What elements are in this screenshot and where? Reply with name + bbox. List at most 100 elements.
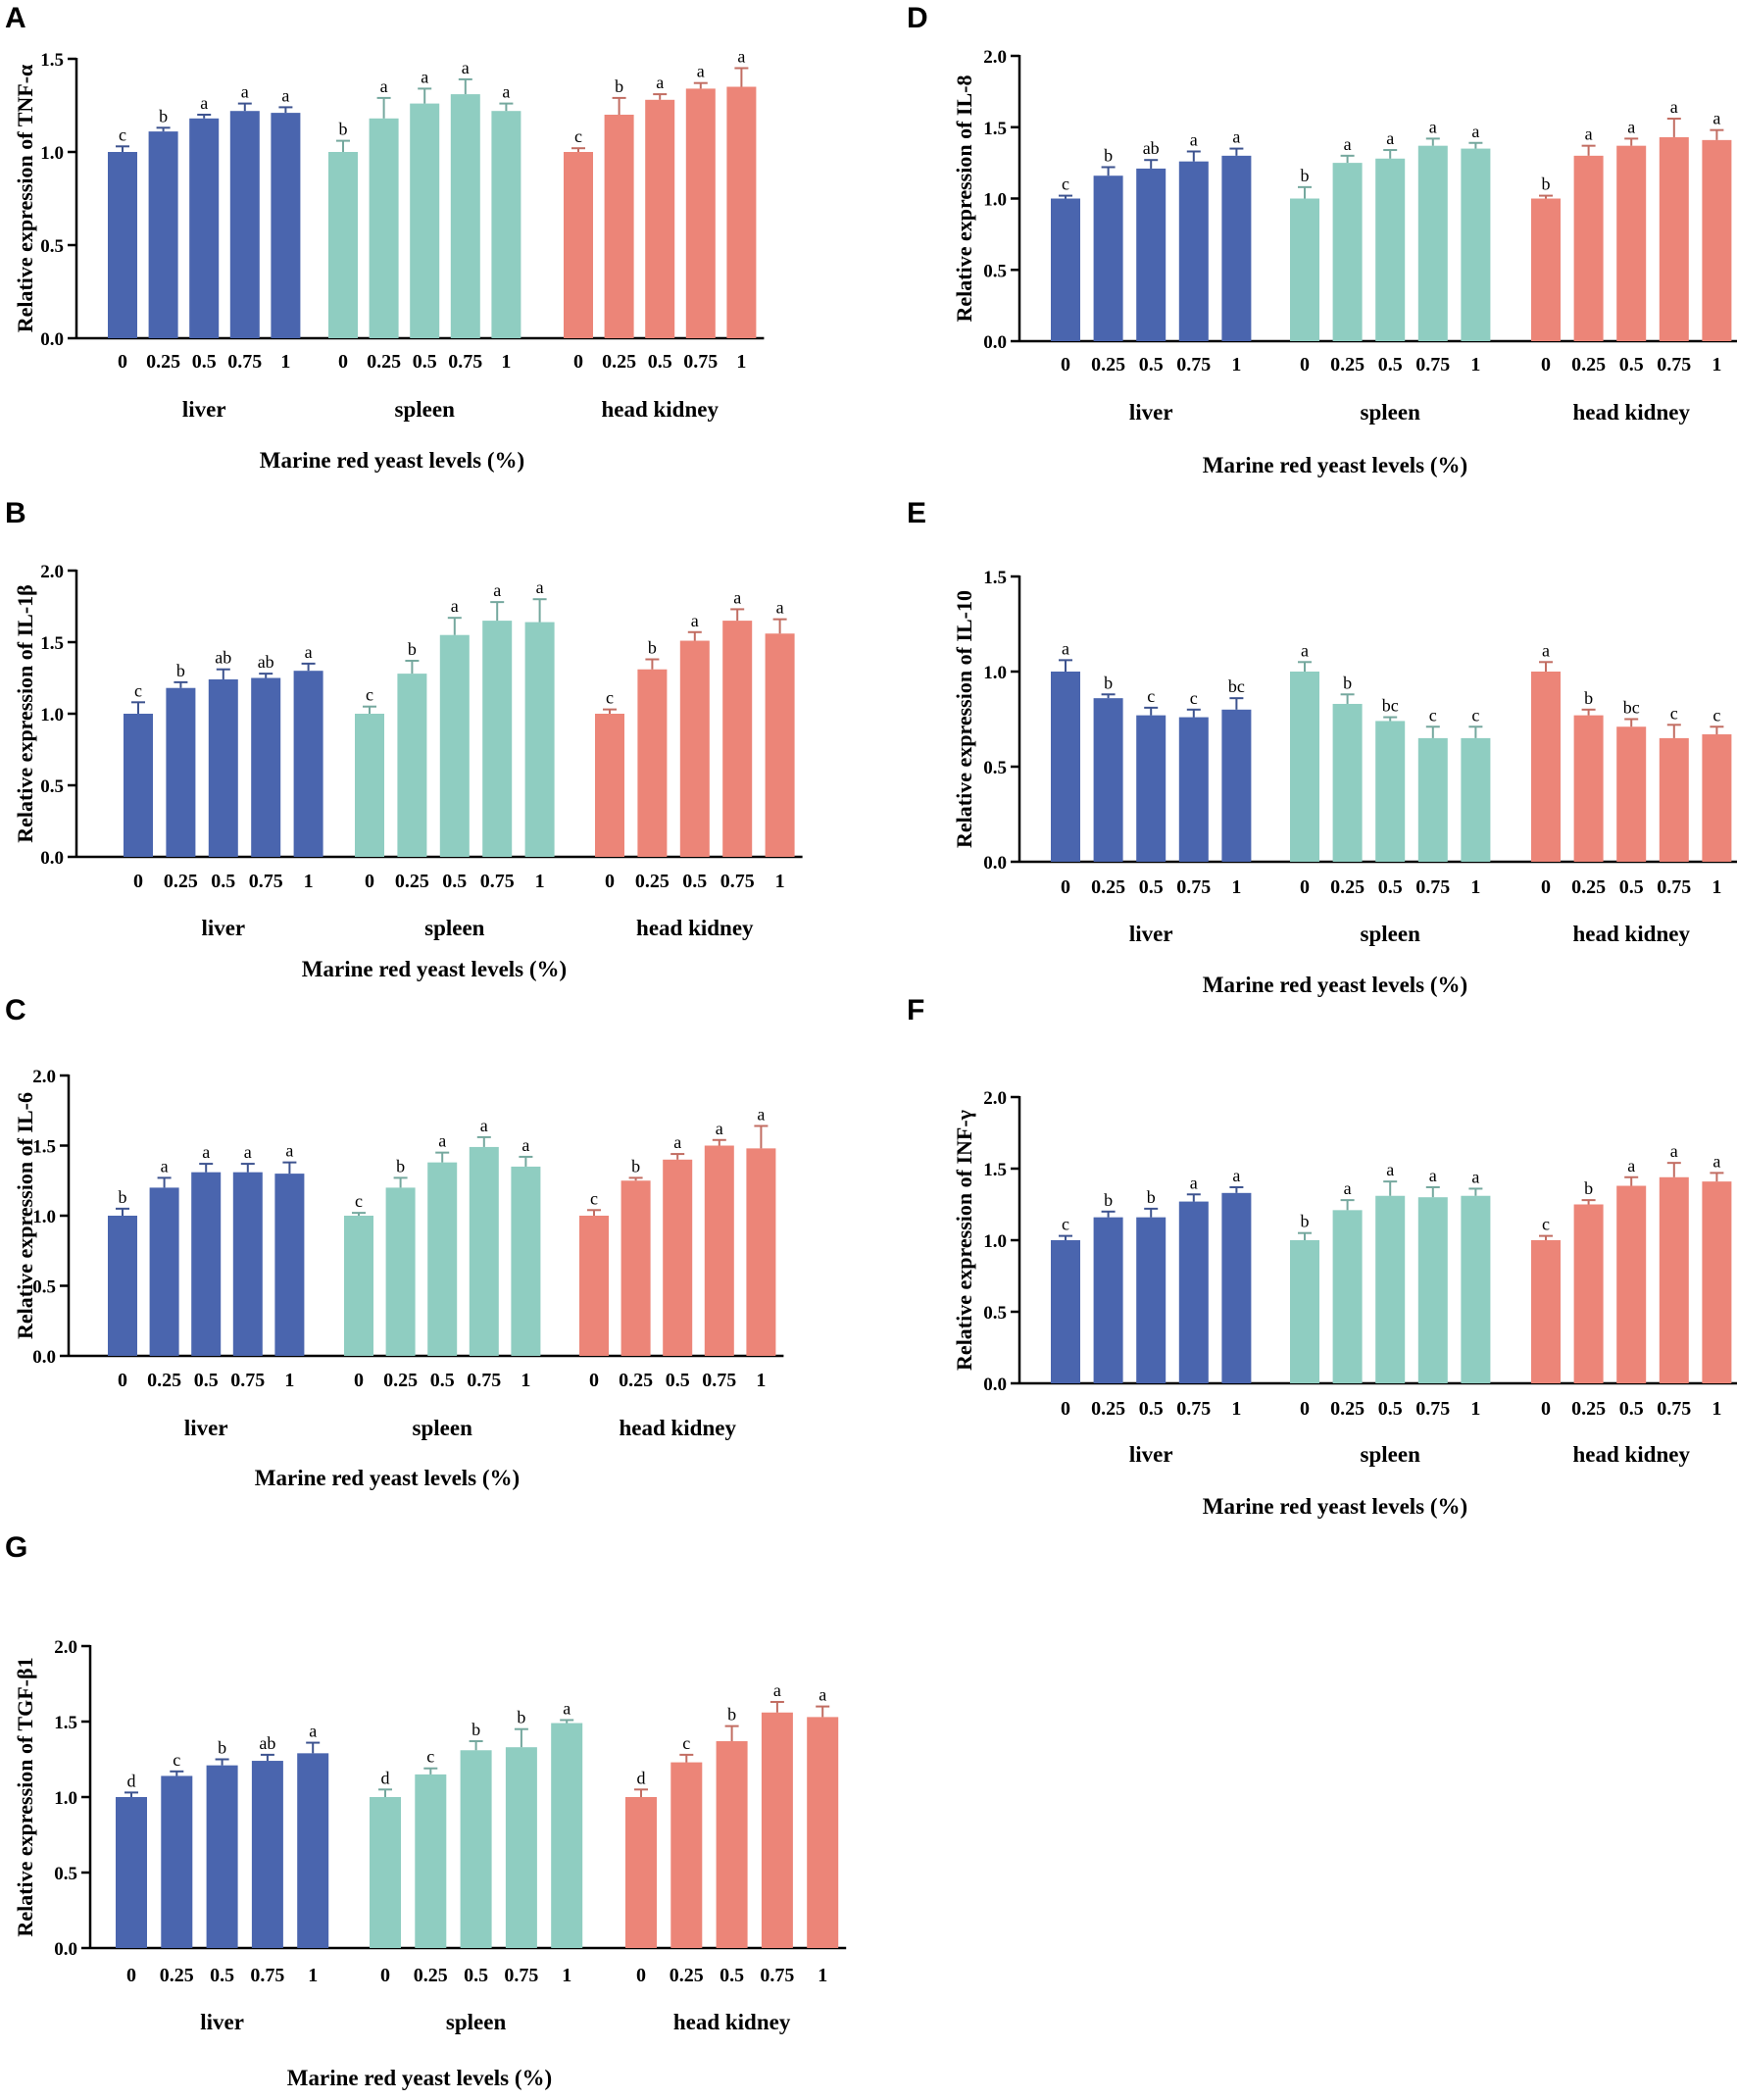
significance-letter: b (176, 661, 185, 680)
significance-letter: a (1344, 1178, 1352, 1198)
bar (1616, 145, 1647, 341)
y-tick-label: 1.5 (983, 119, 1007, 139)
significance-letter: a (309, 1722, 317, 1741)
bar (670, 1762, 703, 1948)
bar (427, 1162, 458, 1356)
y-tick-label: 0.5 (983, 261, 1007, 281)
panel-letter: E (907, 497, 926, 529)
x-tick-label: 0.25 (1571, 876, 1606, 898)
bar (1417, 737, 1448, 862)
series-liver: a 0 b 0.25 c 0.5 c 0.75 bc 1 liver (1051, 638, 1252, 946)
x-tick-label: 0.25 (147, 1370, 181, 1391)
x-axis-title: Marine red yeast levels (%) (1203, 1494, 1467, 1519)
significance-letter: b (396, 1156, 405, 1175)
bar (685, 88, 716, 339)
bar (251, 677, 281, 857)
significance-letter: b (119, 1187, 127, 1207)
panel-E: E 0.0 0.5 1.0 1.5 Relative expression of IL-1… (907, 497, 1737, 997)
series-spleen: c 0 b 0.25 a 0.5 a 0.75 a 1 spleen (355, 577, 555, 940)
bar (564, 152, 593, 338)
y-tick-label: 0.0 (54, 1939, 77, 1960)
bar (1221, 709, 1252, 862)
series-liver: c 0 b 0.25 a 0.5 a 0.75 a 1 liver (108, 82, 301, 422)
x-tick-label: 0.25 (1330, 354, 1365, 375)
bar (1332, 1210, 1363, 1383)
x-tick-label: 0.75 (720, 871, 755, 892)
bar (1093, 698, 1123, 862)
x-tick-label: 0.5 (1378, 1398, 1403, 1420)
series-head-kidney: a 0 b 0.25 bc 0.5 c 0.75 c 1 head kidney (1531, 640, 1732, 946)
significance-letter: b (471, 1720, 480, 1739)
x-tick-label: 0.25 (1091, 1398, 1125, 1420)
significance-letter: a (1670, 1141, 1678, 1161)
significance-letter: a (1429, 1166, 1437, 1185)
significance-letter: a (202, 1142, 210, 1162)
x-axis-title: Marine red yeast levels (%) (287, 2066, 552, 2090)
bar (297, 1753, 329, 1948)
x-tick-label: 1 (280, 351, 290, 373)
x-tick-label: 0.25 (1571, 1398, 1606, 1420)
significance-letter: a (244, 1142, 252, 1162)
series-spleen: b 0 a 0.25 a 0.5 a 0.75 a 1 spleen (328, 58, 521, 422)
bar (604, 115, 634, 338)
bar (1702, 734, 1732, 862)
significance-letter: b (1343, 673, 1352, 692)
significance-letter: c (1471, 705, 1479, 725)
bar (1051, 1240, 1080, 1383)
x-tick-label: 0 (1300, 876, 1310, 898)
bar (625, 1797, 657, 1948)
significance-letter: a (773, 1680, 781, 1700)
x-tick-label: 1 (535, 871, 545, 892)
x-tick-label: 0.25 (160, 1965, 194, 1986)
x-tick-label: 0 (380, 1965, 390, 1986)
x-tick-label: 0.75 (448, 351, 482, 373)
group-label: liver (201, 916, 245, 940)
x-tick-label: 1 (1231, 876, 1241, 898)
bar (551, 1723, 583, 1948)
bar (274, 1174, 305, 1356)
y-axis-title: Relative expression of INF-γ (952, 1110, 976, 1371)
panel-letter: B (5, 497, 26, 529)
significance-letter: c (1670, 703, 1678, 723)
bar (161, 1775, 193, 1948)
x-tick-label: 0 (354, 1370, 364, 1391)
significance-letter: a (281, 85, 289, 105)
significance-letter: a (1712, 1151, 1720, 1171)
bar (746, 1148, 776, 1356)
x-tick-label: 0.75 (467, 1370, 501, 1391)
significance-letter: a (563, 1698, 571, 1718)
significance-letter: b (517, 1708, 525, 1727)
significance-letter: a (1190, 129, 1198, 149)
x-tick-label: 0.75 (1415, 876, 1450, 898)
significance-letter: a (1062, 638, 1069, 658)
y-tick-label: 1.0 (40, 705, 64, 725)
significance-letter: ab (215, 648, 231, 668)
significance-letter: a (451, 596, 459, 616)
x-tick-label: 0.5 (1139, 876, 1164, 898)
bar (1659, 136, 1689, 341)
bar (765, 633, 795, 857)
series-liver: d 0 c 0.25 b 0.5 ab 0.75 a 1 liver (116, 1722, 329, 2034)
significance-letter: a (673, 1132, 681, 1152)
bar (206, 1765, 238, 1948)
significance-letter: b (1147, 1187, 1156, 1207)
significance-letter: a (697, 62, 705, 81)
x-tick-label: 0.5 (464, 1965, 488, 1986)
x-tick-label: 1 (562, 1965, 571, 1986)
significance-letter: c (590, 1188, 598, 1208)
y-tick-label: 1.0 (983, 190, 1007, 211)
bar (328, 152, 358, 338)
x-tick-label: 0.5 (194, 1370, 219, 1391)
panel-letter: F (907, 994, 924, 1026)
y-axis-title: Relative expression of IL-6 (13, 1092, 37, 1339)
group-label: liver (184, 1416, 228, 1440)
x-tick-label: 1 (1231, 1398, 1241, 1420)
y-tick-label: 2.0 (32, 1067, 56, 1087)
x-tick-label: 0.5 (1619, 354, 1644, 375)
x-tick-label: 0.75 (1176, 876, 1211, 898)
bar (108, 152, 137, 338)
x-tick-label: 0.75 (1657, 354, 1691, 375)
bar (1616, 1185, 1647, 1383)
bar (1702, 139, 1732, 341)
bar (1461, 1195, 1491, 1383)
